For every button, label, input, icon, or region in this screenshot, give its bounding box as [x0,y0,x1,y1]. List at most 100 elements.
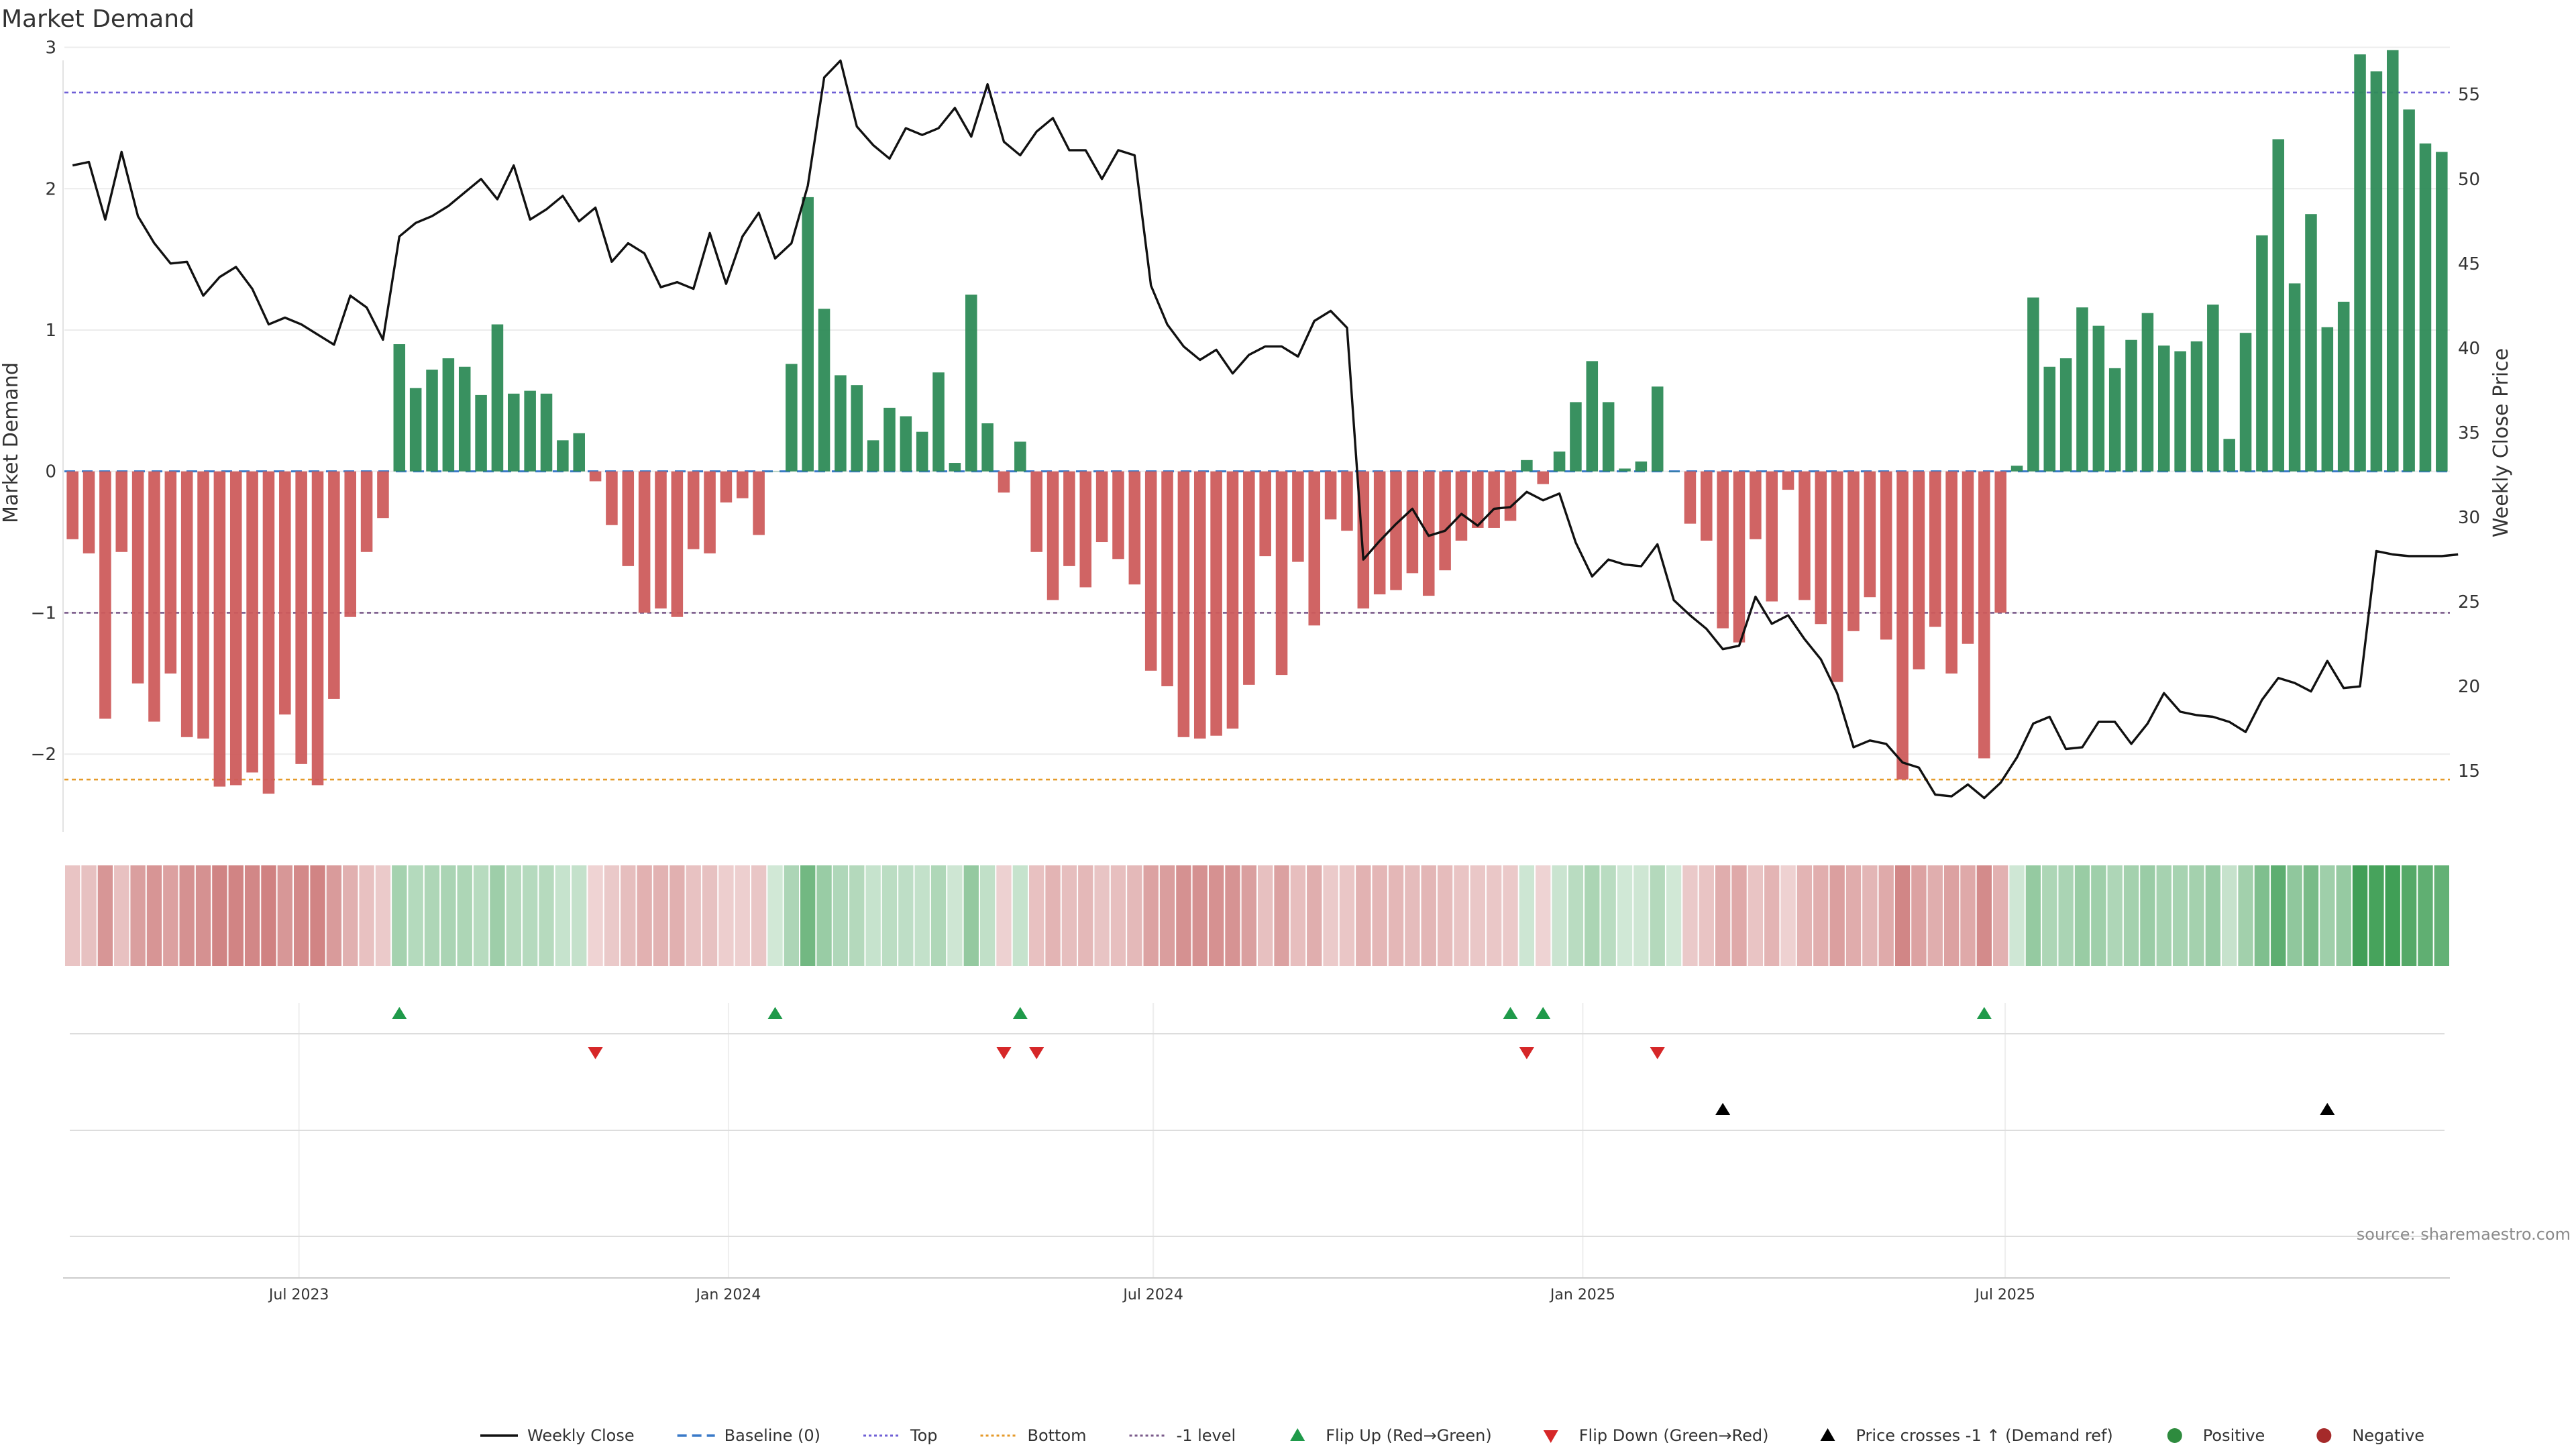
grid-layer [64,46,2450,1278]
demand-bar [197,471,209,739]
y-tick-label: 2 [45,179,56,199]
heat-cell [1993,865,2008,966]
heat-cell [2189,865,2204,966]
legend-swatch [1290,1428,1305,1441]
heat-cell [947,865,963,966]
heat-cell [228,865,244,966]
heat-cell [833,865,849,966]
heat-cell [588,865,603,966]
heat-cell [1208,865,1224,966]
legend-item-bottom: Bottom [980,1426,1087,1445]
demand-bar [1455,471,1468,541]
heat-cell [1568,865,1584,966]
heat-cell [441,865,456,966]
heat-cell [751,865,767,966]
legend-item-top: Top [863,1426,938,1445]
demand-bar [2010,466,2023,472]
demand-bar [1063,471,1075,566]
demand-bar [360,471,373,552]
demand-bar [916,431,928,472]
heat-cell [735,865,750,966]
demand-bar [2223,439,2235,472]
y-tick-label: 0 [45,462,56,482]
flip-up-marker [1012,1007,1028,1019]
heat-cell [816,865,832,966]
legend-label: Price crosses -1 ↑ (Demand ref) [1856,1426,2113,1445]
heat-cell [1731,865,1747,966]
heat-cell [2156,865,2171,966]
heat-cell [1862,865,1878,966]
heat-cell [2123,865,2139,966]
flip-up-marker [392,1007,407,1019]
demand-bar [1570,402,1582,472]
demand-bar [1929,471,1941,627]
heat-cell [1976,865,1992,966]
demand-bar [1602,402,1615,472]
demand-bar [720,471,733,503]
legend-label: Bottom [1028,1426,1087,1445]
heat-cell [1470,865,1485,966]
demand-bar [1684,471,1697,524]
demand-bar [965,294,977,472]
heat-cell [1699,865,1714,966]
heat-cell [375,865,391,966]
demand-bar [998,471,1010,493]
demand-bar [83,471,95,553]
heat-cell [2320,865,2335,966]
heat-cell [1061,865,1077,966]
flip-down-marker [588,1047,603,1059]
heat-cell [1307,865,1322,966]
demand-bar [900,416,912,472]
demand-bar [442,358,455,472]
demand-bar [671,471,684,617]
heat-cell [1519,865,1535,966]
legend-label: Flip Down (Green→Red) [1579,1426,1769,1445]
heat-cell [65,865,80,966]
heat-cell [1274,865,1289,966]
legend-label: Weekly Close [527,1426,635,1445]
legend-item-baseline-0-: Baseline (0) [677,1426,820,1445]
demand-bar [1324,471,1337,520]
demand-bar [279,471,291,715]
heat-cell [1258,865,1273,966]
demand-bar [115,471,128,552]
demand-bar [802,197,814,472]
demand-bar [1292,471,1304,562]
demand-bar [2321,327,2334,472]
heat-cell [2091,865,2106,966]
heat-cell [359,865,374,966]
demand-bar [508,393,520,472]
heat-cell [457,865,472,966]
demand-bar [867,440,879,472]
demand-bar [949,463,961,472]
heat-cell [1094,865,1110,966]
heat-cell [97,865,113,966]
legend-swatch [2316,1428,2332,1443]
flip-down-marker [996,1047,1012,1059]
heat-cell [146,865,162,966]
demand-bar [2043,366,2056,472]
heat-cell [2205,865,2221,966]
heat-cell [2369,865,2384,966]
weekly-close-line [72,59,2459,800]
demand-bar [1619,468,1631,472]
heat-cell [881,865,898,966]
price-cross-marker [2320,1103,2335,1115]
heat-cell [1078,865,1093,966]
demand-bar [2305,214,2317,472]
heat-cell [2107,865,2123,966]
flip-down-marker [1519,1047,1534,1059]
demand-bar [2092,325,2105,472]
y-tick-label: 1 [45,321,56,341]
demand-bar [1472,471,1484,528]
heat-cell [2418,865,2433,966]
y2-tick-label: 50 [2458,170,2480,190]
demand-bar [2174,351,2186,472]
heat-cell [2385,865,2400,966]
demand-bar [1193,471,1206,739]
x-tick-label: Jan 2025 [1549,1287,1615,1303]
y-tick-label: 3 [45,38,56,58]
demand-bar [1586,361,1599,472]
demand-bar [1308,471,1321,626]
